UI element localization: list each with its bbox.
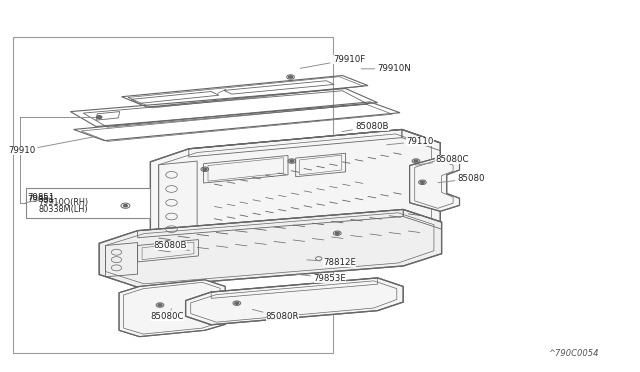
Circle shape [166, 242, 170, 244]
Text: 79851: 79851 [27, 193, 54, 202]
Polygon shape [186, 278, 403, 325]
Polygon shape [99, 209, 442, 287]
Circle shape [289, 76, 292, 78]
Text: 79910F: 79910F [300, 55, 365, 68]
Text: 85080R: 85080R [252, 310, 299, 321]
Circle shape [290, 160, 294, 162]
Polygon shape [119, 280, 225, 337]
Circle shape [235, 302, 239, 304]
Text: 85080C: 85080C [415, 155, 468, 165]
Circle shape [203, 168, 207, 170]
Polygon shape [150, 129, 440, 272]
Circle shape [414, 160, 418, 162]
Text: 79851: 79851 [27, 195, 58, 203]
Circle shape [158, 304, 162, 306]
Text: 85080: 85080 [438, 174, 485, 183]
Text: 79110: 79110 [387, 137, 434, 146]
Text: ^790C0054: ^790C0054 [548, 349, 598, 358]
Bar [13, 37, 333, 353]
Text: 85080B: 85080B [154, 241, 187, 250]
Text: 85080B: 85080B [342, 122, 388, 132]
Text: 78812E: 78812E [307, 258, 356, 267]
Text: 85080C: 85080C [150, 309, 184, 321]
Circle shape [124, 205, 127, 207]
Text: 79910N: 79910N [361, 64, 412, 73]
Circle shape [420, 181, 424, 183]
Polygon shape [410, 157, 460, 211]
Text: 79910Q(RH): 79910Q(RH) [38, 198, 88, 207]
Bar [26, 188, 150, 218]
Circle shape [335, 232, 339, 234]
Text: 79853E: 79853E [296, 274, 346, 283]
Circle shape [97, 116, 102, 119]
Text: 79910: 79910 [8, 136, 97, 155]
Text: 80338M(LH): 80338M(LH) [38, 205, 88, 214]
